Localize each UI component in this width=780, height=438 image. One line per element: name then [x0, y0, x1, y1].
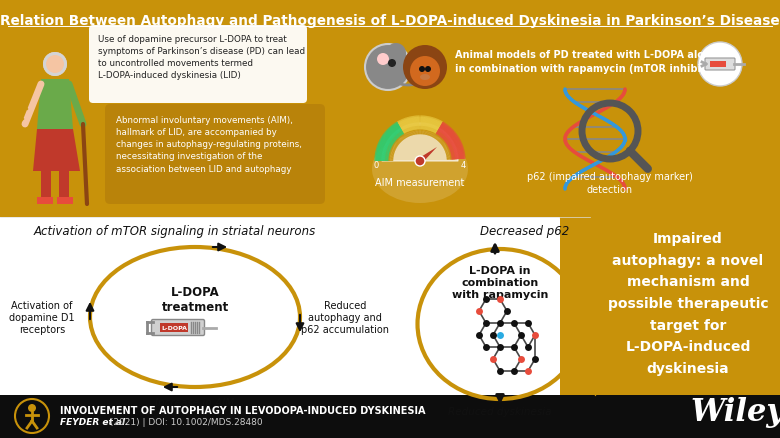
Text: Reduced dyskinesia: Reduced dyskinesia: [448, 406, 551, 416]
Text: 0: 0: [374, 161, 379, 170]
Circle shape: [43, 53, 67, 77]
Text: L-DOPA: L-DOPA: [161, 325, 187, 330]
Polygon shape: [418, 148, 437, 164]
Text: (2021) | DOI: 10.1002/MDS.28480: (2021) | DOI: 10.1002/MDS.28480: [107, 417, 263, 426]
FancyBboxPatch shape: [151, 320, 204, 336]
Text: Impaired
autophagy: a novel
mechanism and
possible therapeutic
target for
L-DOPA: Impaired autophagy: a novel mechanism an…: [608, 231, 768, 375]
Text: Decreased p62: Decreased p62: [480, 225, 569, 237]
Bar: [0, 218, 595, 395]
Circle shape: [388, 60, 396, 68]
Text: Increase in AIM: Increase in AIM: [155, 397, 235, 407]
Polygon shape: [37, 80, 73, 130]
Circle shape: [406, 53, 420, 67]
Circle shape: [430, 53, 444, 67]
Bar: [59, 172, 69, 200]
Text: L-DOPA in
combination
with rapamycin: L-DOPA in combination with rapamycin: [452, 266, 548, 299]
Circle shape: [377, 54, 389, 66]
Circle shape: [28, 404, 36, 412]
FancyBboxPatch shape: [105, 105, 325, 205]
Bar: [57, 198, 73, 205]
Text: p62 (impaired autophagy marker)
detection: p62 (impaired autophagy marker) detectio…: [527, 172, 693, 195]
Circle shape: [415, 157, 425, 166]
Text: AIM measurement: AIM measurement: [375, 177, 465, 187]
Circle shape: [410, 57, 440, 87]
Bar: [710, 62, 726, 68]
Bar: [41, 172, 51, 200]
FancyBboxPatch shape: [89, 26, 307, 104]
FancyBboxPatch shape: [705, 59, 735, 71]
Text: 4: 4: [461, 161, 466, 170]
Circle shape: [403, 46, 447, 90]
Text: Activation of
dopamine D1
receptors: Activation of dopamine D1 receptors: [9, 301, 75, 334]
Bar: [37, 198, 53, 205]
Text: Use of dopamine precursor L-DOPA to treat
symptoms of Parkinson’s disease (PD) c: Use of dopamine precursor L-DOPA to trea…: [98, 35, 305, 80]
Circle shape: [419, 67, 425, 73]
Circle shape: [386, 44, 406, 64]
Polygon shape: [382, 124, 458, 162]
Circle shape: [698, 43, 742, 87]
Bar: [0, 395, 780, 438]
Ellipse shape: [372, 136, 468, 204]
Text: Abnormal involuntary movements (AIM),
hallmark of LID, are accompanied by
change: Abnormal involuntary movements (AIM), ha…: [116, 116, 302, 173]
Text: INVOLVEMENT OF AUTOPHAGY IN LEVODOPA-INDUCED DYSKINESIA: INVOLVEMENT OF AUTOPHAGY IN LEVODOPA-IND…: [60, 405, 426, 415]
Bar: [160, 323, 188, 332]
Polygon shape: [560, 218, 595, 395]
Bar: [595, 218, 780, 395]
Polygon shape: [560, 218, 595, 395]
Circle shape: [365, 45, 411, 91]
Text: Wiley: Wiley: [691, 396, 780, 427]
Bar: [0, 0, 780, 218]
Circle shape: [43, 53, 67, 77]
Text: Reduced
autophagy and
p62 accumulation: Reduced autophagy and p62 accumulation: [301, 301, 389, 334]
Text: Activation of mTOR signaling in striatal neurons: Activation of mTOR signaling in striatal…: [34, 225, 316, 237]
Ellipse shape: [420, 75, 430, 81]
Polygon shape: [33, 130, 80, 172]
Circle shape: [46, 56, 64, 74]
Text: Relation Between Autophagy and Pathogenesis of L-DOPA-induced Dyskinesia in Park: Relation Between Autophagy and Pathogene…: [0, 14, 780, 28]
Circle shape: [425, 67, 431, 73]
Text: FEYDER et al.: FEYDER et al.: [60, 417, 129, 426]
Text: Animal models of PD treated with L-DOPA alone or
in combination with rapamycin (: Animal models of PD treated with L-DOPA …: [455, 50, 732, 74]
Text: L-DOPA
treatment: L-DOPA treatment: [161, 285, 229, 313]
